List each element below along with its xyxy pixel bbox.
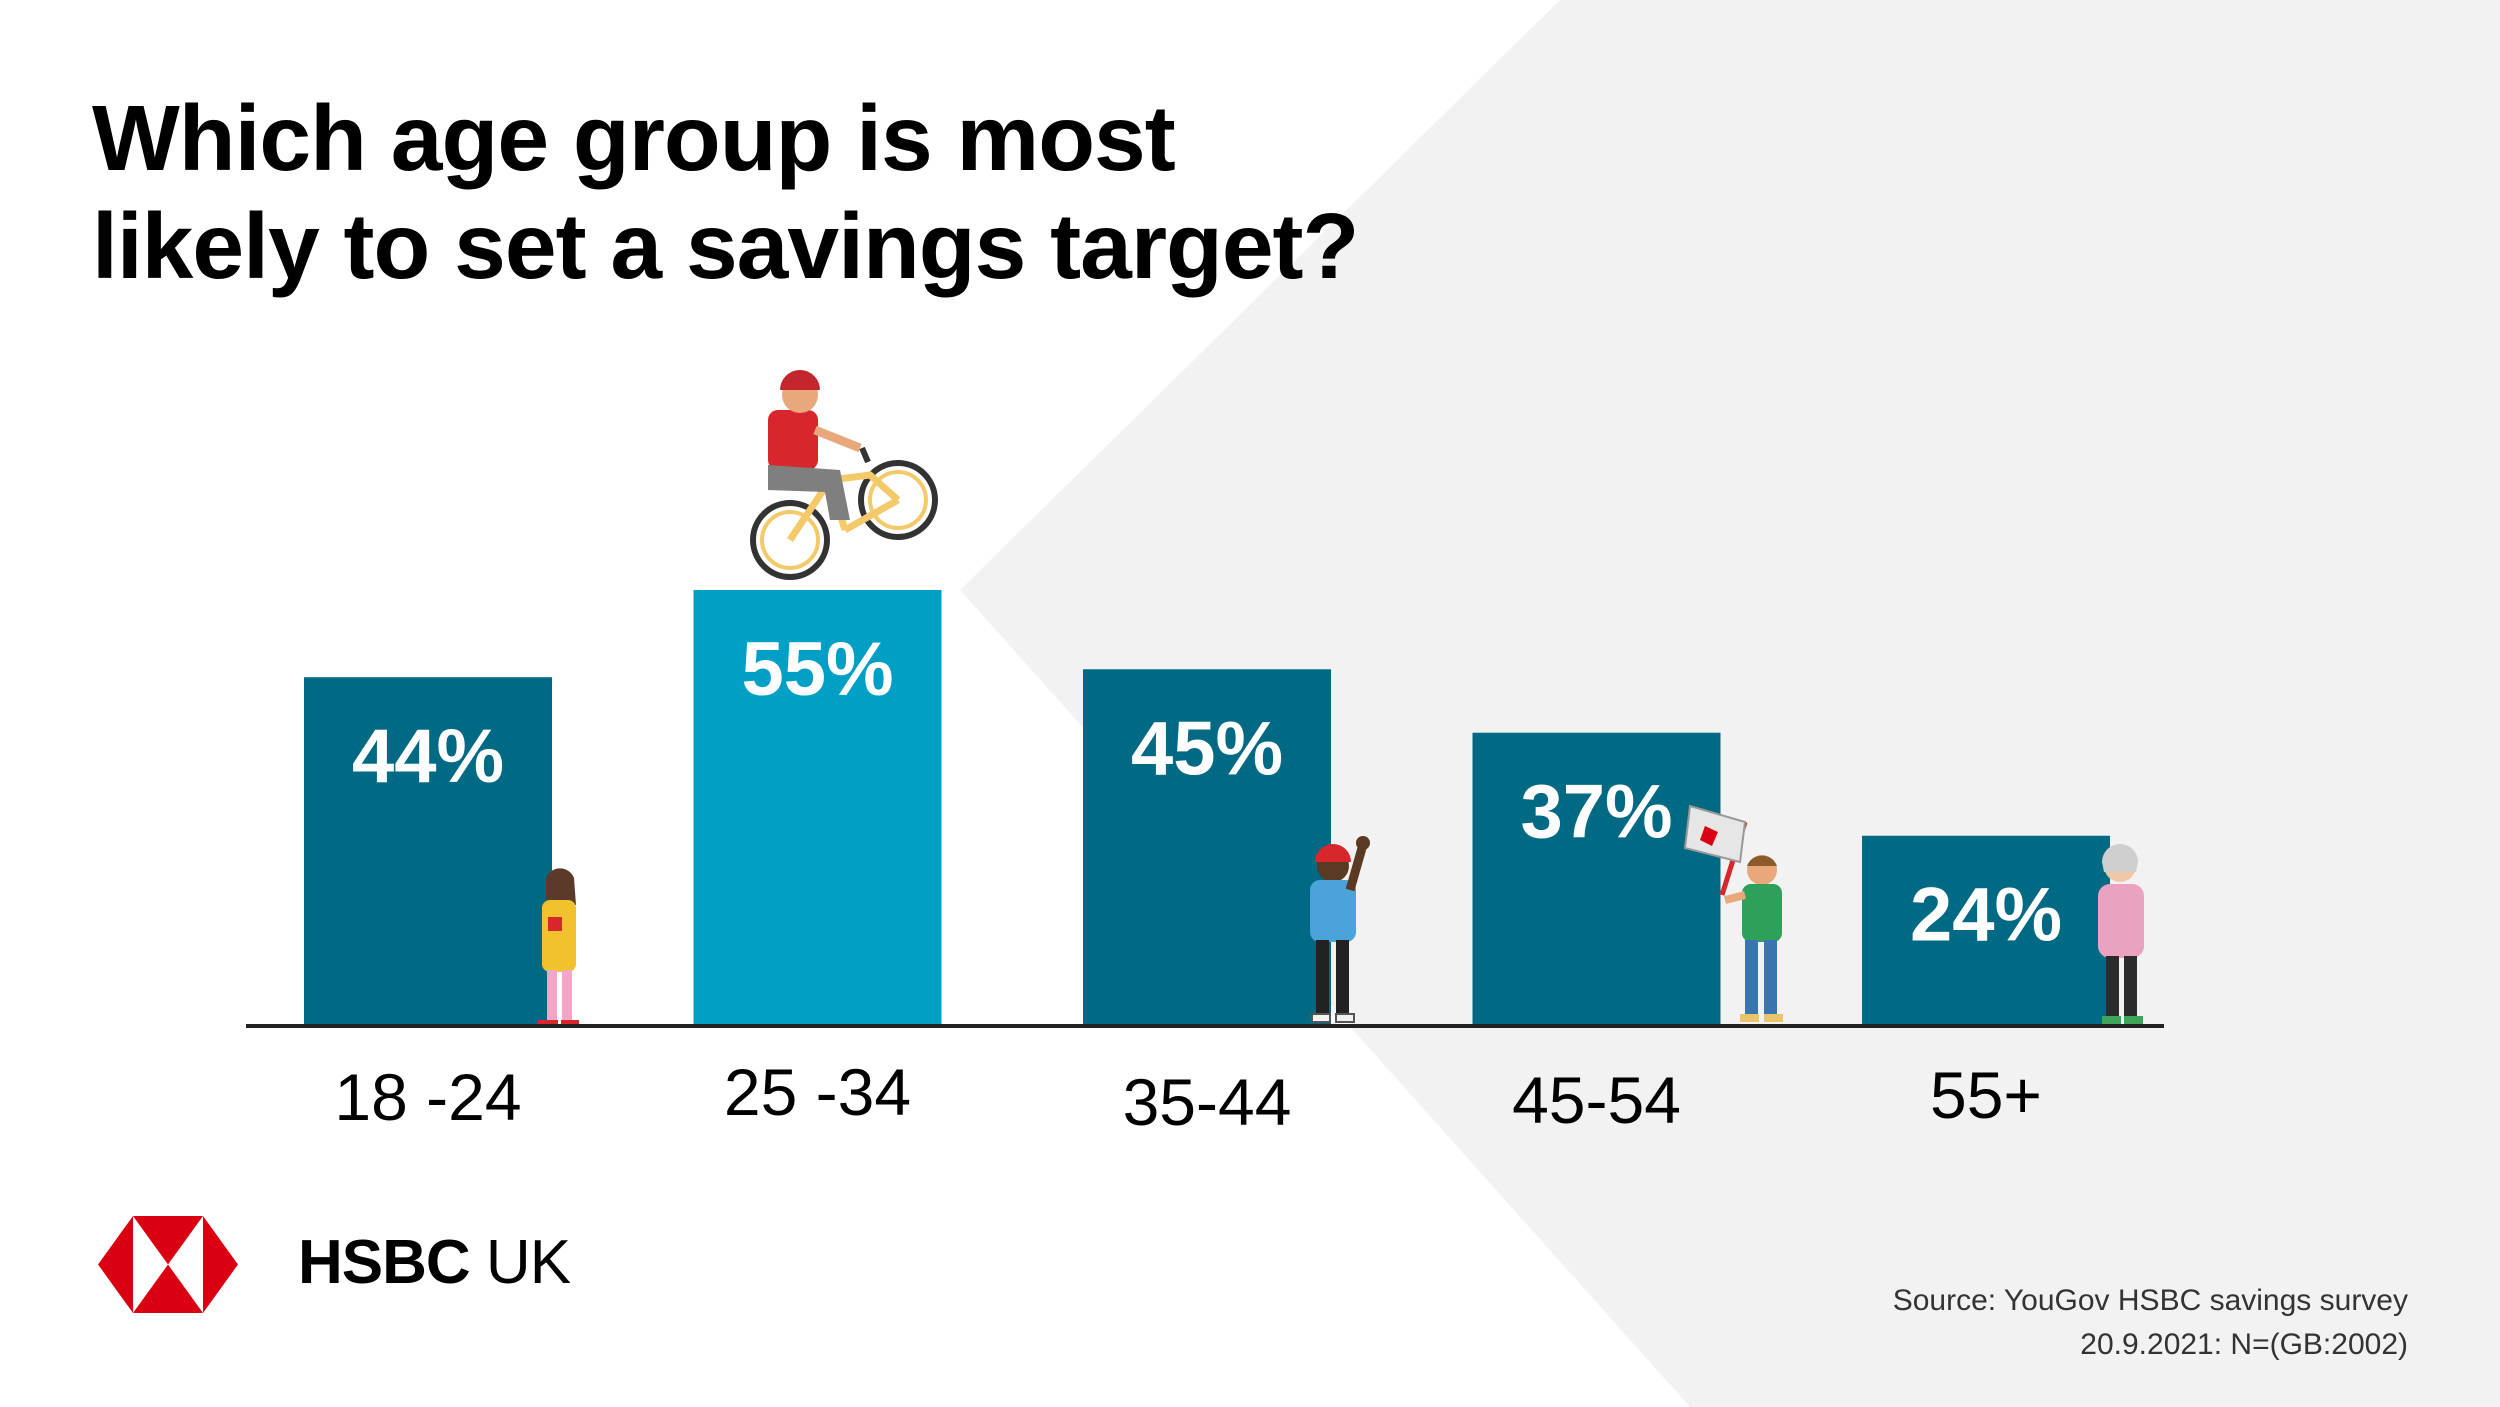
cyclist-icon [750, 370, 938, 580]
x-tick-label: 45-54 [1512, 1063, 1681, 1137]
hsbc-hexagon-logo-icon [98, 1216, 238, 1313]
x-tick-label: 55+ [1930, 1058, 2042, 1132]
x-tick-label: 35-44 [1123, 1065, 1292, 1139]
brand-name-bold: HSBC [298, 1228, 471, 1297]
older-woman-icon [2098, 844, 2144, 1024]
source-note-line-1: Source: YouGov HSBC savings survey [1892, 1284, 2408, 1317]
bar-value-label: 55% [741, 627, 893, 712]
bar-35-44 [1083, 669, 1331, 1026]
bar-value-label: 24% [1910, 873, 2062, 958]
man-with-flag-icon [1683, 804, 1783, 1022]
source-note-line-2: 20.9.2021: N=(GB:2002) [2080, 1328, 2408, 1361]
bar-45-54 [1472, 732, 1721, 1026]
x-tick-label: 25 -34 [724, 1055, 911, 1129]
bars-layer: 44% 18 -24 55% 25 -34 45% 35-44 37% 45-54 24% 55+ [304, 590, 2110, 1139]
woman-icon [538, 868, 579, 1027]
bar-value-label: 44% [352, 714, 504, 799]
man-raised-fist-icon [1310, 836, 1370, 1023]
chart-title-line-1: Which age group is most [92, 86, 1176, 190]
brand-name-regular: UK [485, 1228, 571, 1297]
bar-25-34 [693, 590, 942, 1026]
chart-title-line-2: likely to set a savings target? [92, 194, 1359, 298]
x-tick-label: 18 -24 [334, 1060, 521, 1134]
bar-value-label: 37% [1520, 770, 1672, 855]
bar-55-plus [1862, 835, 2110, 1026]
bar-value-label: 45% [1131, 706, 1283, 791]
brand-name: HSBC UK [298, 1232, 571, 1294]
bar-18-24 [304, 677, 552, 1026]
